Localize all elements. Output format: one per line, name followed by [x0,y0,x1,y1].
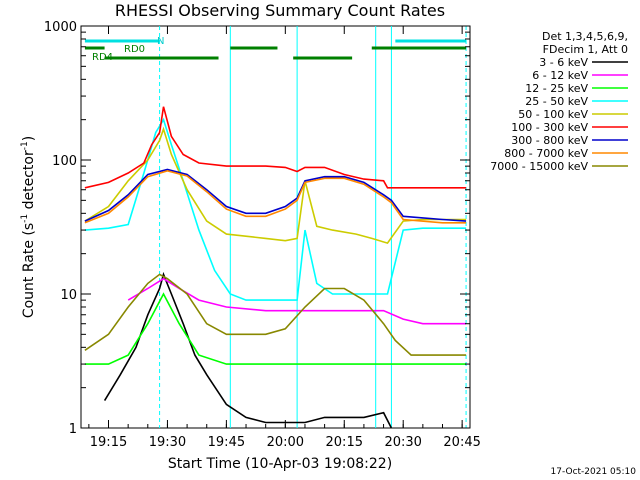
y-tick-label: 100 [52,154,77,169]
series-line-2 [84,292,467,365]
series-layer [84,106,467,429]
series-line-1 [127,277,467,325]
chart-title: RHESSI Observing Summary Count Rates [115,1,445,20]
series-line-7 [84,169,467,224]
x-tick-label: 19:15 [90,435,127,450]
y-tick-label: 1 [69,422,77,437]
legend-header: FDecim 1, Att 0 [543,43,628,56]
y-tick-label: 1000 [44,20,77,35]
flag-bars [84,39,467,60]
y-tick-label: 10 [60,288,77,303]
series-line-5 [84,106,467,189]
axes: 19:15 19:30 19:45 20:00 20:15 20:30 20:45 1 10 10… [44,20,481,450]
x-tick-label: 20:15 [326,435,363,450]
legend-label: 6 - 12 keV [532,69,588,82]
x-tick-label: 20:30 [384,435,421,450]
legend-label: 300 - 800 keV [511,134,588,147]
series-line-3 [84,117,467,301]
legend-label: 25 - 50 keV [525,95,588,108]
marker-lines [159,26,467,428]
timestamp: 17-Oct-2021 05:10 [551,467,637,477]
x-axis-label: Start Time (10-Apr-03 19:08:22) [168,456,392,472]
flag-label-n: N [157,36,164,47]
legend-label: 12 - 25 keV [525,82,588,95]
legend-label: 7000 - 15000 keV [490,160,588,173]
legend-label: 800 - 7000 keV [504,147,588,160]
flag-label-rd0: RD0 [124,44,145,55]
series-line-8 [84,273,467,356]
legend-label: 3 - 6 keV [539,56,588,69]
legend: Det 1,3,4,5,6,9,FDecim 1, Att 03 - 6 keV… [490,30,628,173]
x-tick-label: 19:45 [208,435,245,450]
flag-label-rd4: RD4 [92,52,113,63]
x-tick-label: 20:00 [267,435,304,450]
legend-header: Det 1,3,4,5,6,9, [542,30,628,43]
y-axis-label: Count Rate (s-1 detector-1) [20,136,37,318]
plot-frame [80,25,471,429]
legend-label: 50 - 100 keV [518,108,588,121]
series-line-6 [84,168,467,222]
legend-label: 100 - 300 keV [511,121,588,134]
series-line-4 [84,126,467,245]
x-tick-label: 20:45 [443,435,480,450]
x-tick-label: 19:30 [149,435,186,450]
series-line-0 [103,271,393,429]
